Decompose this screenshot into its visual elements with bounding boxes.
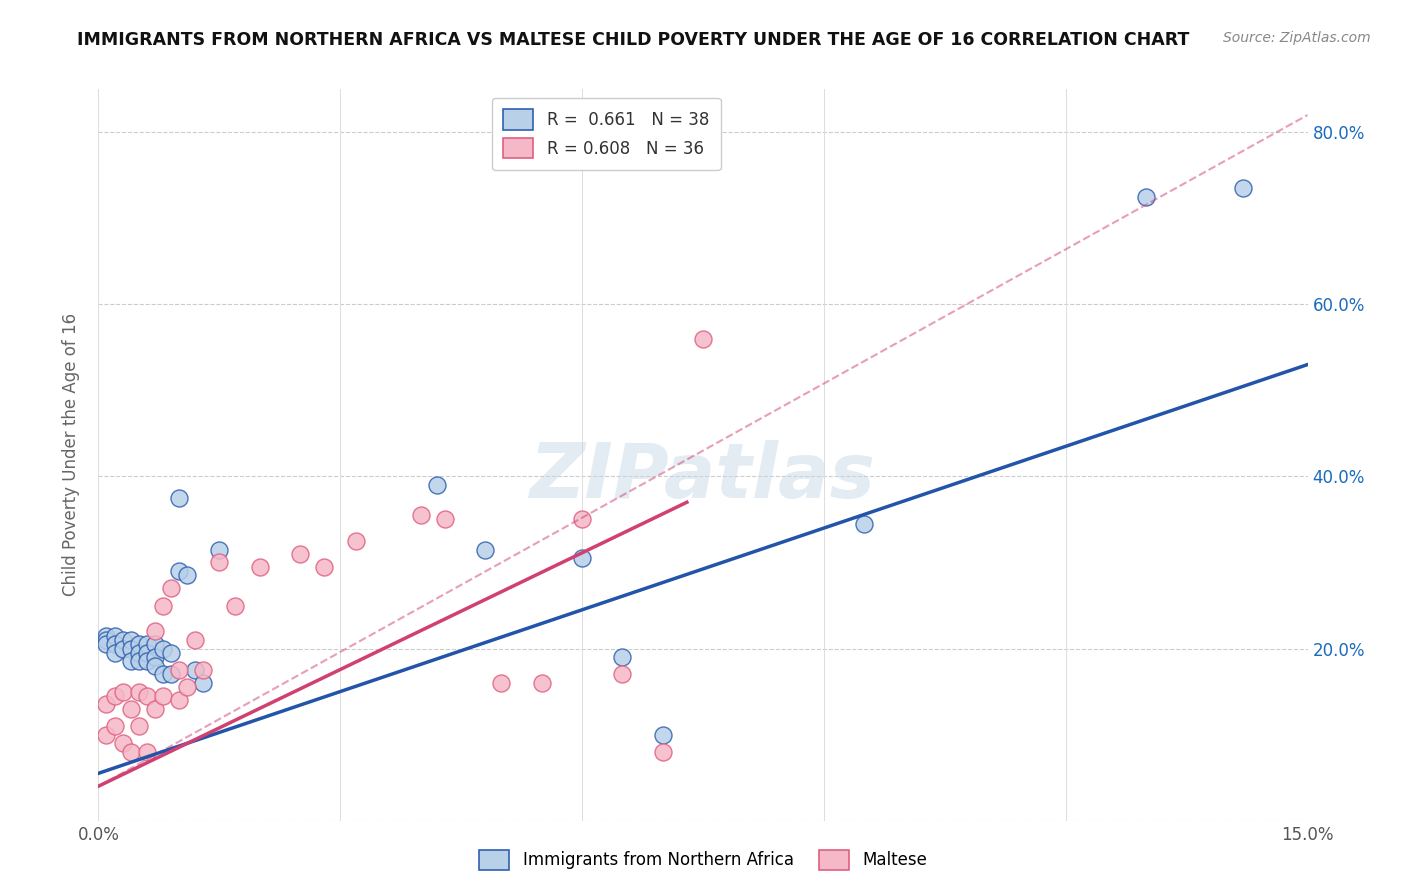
Point xyxy=(103,637,125,651)
Point xyxy=(314,559,336,574)
Point xyxy=(167,564,190,578)
Point xyxy=(612,667,634,681)
Point xyxy=(120,655,142,669)
Point xyxy=(120,641,142,656)
Point xyxy=(571,551,593,566)
Point xyxy=(120,632,142,647)
Point xyxy=(853,516,876,531)
Point xyxy=(160,667,183,681)
Point xyxy=(103,719,125,733)
Point xyxy=(249,559,271,574)
Y-axis label: Child Poverty Under the Age of 16: Child Poverty Under the Age of 16 xyxy=(62,313,80,597)
Text: ZIPatlas: ZIPatlas xyxy=(530,440,876,514)
Point xyxy=(128,655,150,669)
Point xyxy=(135,655,157,669)
Point xyxy=(135,689,157,703)
Point xyxy=(128,684,150,698)
Text: IMMIGRANTS FROM NORTHERN AFRICA VS MALTESE CHILD POVERTY UNDER THE AGE OF 16 COR: IMMIGRANTS FROM NORTHERN AFRICA VS MALTE… xyxy=(77,31,1189,49)
Legend: R =  0.661   N = 38, R = 0.608   N = 36: R = 0.661 N = 38, R = 0.608 N = 36 xyxy=(492,97,721,169)
Point xyxy=(111,632,134,647)
Point xyxy=(120,702,142,716)
Point xyxy=(96,728,118,742)
Point xyxy=(208,556,231,570)
Point xyxy=(612,650,634,665)
Point xyxy=(1232,181,1254,195)
Point xyxy=(167,491,190,505)
Point xyxy=(111,684,134,698)
Point xyxy=(111,641,134,656)
Point xyxy=(571,512,593,526)
Point xyxy=(96,629,118,643)
Point xyxy=(288,547,311,561)
Point xyxy=(491,676,513,690)
Point xyxy=(530,676,553,690)
Point xyxy=(103,689,125,703)
Point xyxy=(135,637,157,651)
Point xyxy=(208,542,231,557)
Point xyxy=(160,582,183,596)
Point xyxy=(434,512,457,526)
Point xyxy=(651,745,673,759)
Point xyxy=(692,332,714,346)
Point xyxy=(176,680,198,694)
Point xyxy=(176,568,198,582)
Text: Source: ZipAtlas.com: Source: ZipAtlas.com xyxy=(1223,31,1371,45)
Point xyxy=(96,698,118,712)
Point xyxy=(143,637,166,651)
Point xyxy=(135,646,157,660)
Point xyxy=(96,637,118,651)
Point xyxy=(135,745,157,759)
Point xyxy=(120,745,142,759)
Point xyxy=(426,478,449,492)
Point xyxy=(152,689,174,703)
Point xyxy=(152,599,174,613)
Point xyxy=(152,667,174,681)
Point xyxy=(143,702,166,716)
Point xyxy=(143,650,166,665)
Legend: Immigrants from Northern Africa, Maltese: Immigrants from Northern Africa, Maltese xyxy=(472,843,934,877)
Point xyxy=(193,663,215,677)
Point xyxy=(167,693,190,707)
Point xyxy=(152,641,174,656)
Point xyxy=(143,658,166,673)
Point xyxy=(193,676,215,690)
Point xyxy=(167,663,190,677)
Point xyxy=(409,508,432,523)
Point xyxy=(128,637,150,651)
Point xyxy=(344,533,367,548)
Point xyxy=(184,632,207,647)
Point xyxy=(160,646,183,660)
Point xyxy=(474,542,496,557)
Point xyxy=(103,629,125,643)
Point xyxy=(128,719,150,733)
Point xyxy=(111,736,134,750)
Point xyxy=(96,632,118,647)
Point xyxy=(184,663,207,677)
Point xyxy=(651,728,673,742)
Point xyxy=(143,624,166,639)
Point xyxy=(128,646,150,660)
Point xyxy=(1135,190,1157,204)
Point xyxy=(224,599,246,613)
Point xyxy=(103,646,125,660)
